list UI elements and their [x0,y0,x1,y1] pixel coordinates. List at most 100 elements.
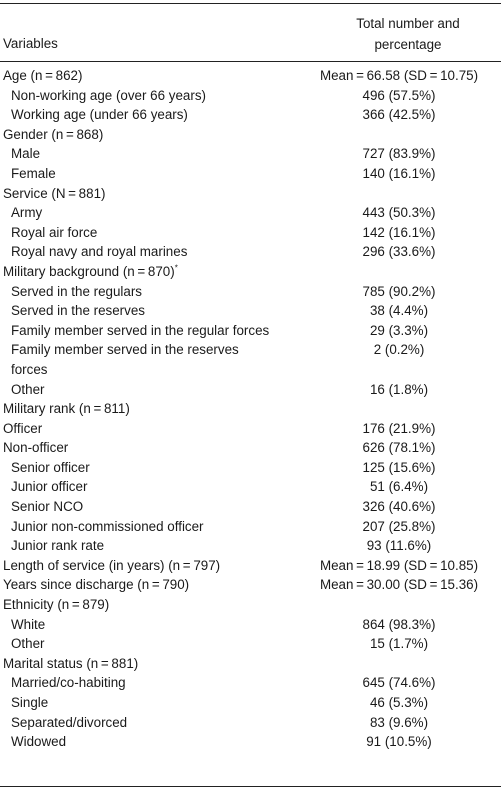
row-label: Non-officer [0,438,290,458]
row-label: Single [0,693,290,713]
row-label-text: Military rank (n = 811) [3,401,130,417]
row-label: Junior rank rate [0,536,290,556]
row-value: 83 (9.6%) [369,714,429,730]
row-label-text: Male [11,146,41,162]
row-label: Widowed [0,732,290,752]
row-value: 496 (57.5%) [362,87,436,103]
row-label-text: Gender (n = 868) [3,126,104,142]
table-row: Gender (n = 868) [0,125,501,145]
row-value: 443 (50.3%) [362,205,436,221]
table-row: Royal air force 142 (16.1%) [0,223,501,243]
row-label-text: Non-working age (over 66 years) [11,87,206,103]
row-label: White [0,615,290,635]
table-row: Separated/divorced 83 (9.6%) [0,713,501,733]
row-label-text: Served in the reserves [11,303,145,319]
row-label-text: Senior officer [11,459,90,475]
table-row: Working age (under 66 years) 366 (42.5%) [0,105,501,125]
row-label-text: Military background (n = 870) [3,263,175,279]
row-value: 326 (40.6%) [362,499,436,515]
row-label-text: Senior NCO [11,499,84,515]
row-label: Other [0,380,290,400]
table-row: Ethnicity (n = 879) [0,595,501,615]
row-value: 207 (25.8%) [362,518,436,534]
row-label: Military rank (n = 811) [0,399,290,419]
row-value: 16 (1.8%) [369,381,429,397]
row-label: Service (N = 881) [0,184,290,204]
row-label: Royal navy and royal marines [0,242,290,262]
table-row: Junior non-commissioned officer 207 (25.8… [0,517,501,537]
table-body: Age (n = 862) Mean = 66.58 (SD = 10.75) No… [0,66,501,752]
row-label: Senior NCO [0,497,290,517]
row-value: Mean = 30.00 (SD = 15.36) [319,577,479,593]
table-row: Senior NCO 326 (40.6%) [0,497,501,517]
row-label-text: Junior non-commissioned officer [11,518,204,534]
table-row: Military rank (n = 811) [0,399,501,419]
row-label-text: Length of service (in years) (n = 797) [3,557,221,573]
row-value: Mean = 18.99 (SD = 10.85) [319,557,479,573]
row-label-text: Junior rank rate [11,538,105,554]
row-value: 38 (4.4%) [369,303,429,319]
row-label-text: Family member served in the regular forc… [11,322,270,338]
row-label: Officer [0,419,290,439]
table-row: Age (n = 862) Mean = 66.58 (SD = 10.75) [0,66,501,86]
table-row: Military background (n = 870)* [0,262,501,282]
row-label: Junior officer [0,477,290,497]
row-label-text: Working age (under 66 years) [11,107,188,123]
row-value: 864 (98.3%) [362,616,436,632]
row-value: 366 (42.5%) [362,107,436,123]
row-label: Length of service (in years) (n = 797) [0,556,290,576]
row-label-text: Served in the regulars [11,283,143,299]
row-label: Married/co-habiting [0,673,290,693]
row-label: Other [0,634,290,654]
row-value: 626 (78.1%) [362,440,436,456]
table-row: Family member served in the regular forc… [0,321,501,341]
row-label: Gender (n = 868) [0,125,290,145]
row-label: Senior officer [0,458,290,478]
row-label-text: Royal air force [11,224,98,240]
row-label-text: White [11,616,46,632]
bottom-rule [0,786,501,787]
row-value: 176 (21.9%) [362,420,436,436]
row-label: Male [0,144,290,164]
table-row: Marital status (n = 881) [0,654,501,674]
row-label-text: Years since discharge (n = 790) [3,577,190,593]
row-label: Age (n = 862) [0,66,290,86]
row-label: Ethnicity (n = 879) [0,595,290,615]
table-row: Male 727 (83.9%) [0,144,501,164]
row-label: Royal air force [0,223,290,243]
row-value: 51 (6.4%) [369,479,429,495]
footnote-marker: * [174,263,178,273]
table-row: Female 140 (16.1%) [0,164,501,184]
table-row: Served in the reserves 38 (4.4%) [0,301,501,321]
row-value: 140 (16.1%) [362,165,436,181]
table-row: Army 443 (50.3%) [0,203,501,223]
table-row: Served in the regulars 785 (90.2%) [0,282,501,302]
row-value: 125 (15.6%) [362,459,436,475]
row-label-text: Army [11,205,43,221]
table-row: White 864 (98.3%) [0,615,501,635]
header-total-line1: Total number and [356,16,460,31]
row-label-text: Female [11,165,56,181]
row-value: 645 (74.6%) [362,675,436,691]
table-row: Royal navy and royal marines 296 (33.6%) [0,242,501,262]
row-value: 15 (1.7%) [369,636,429,652]
row-label-text: Non-officer [3,440,69,456]
row-label-text: Officer [3,420,43,436]
table-row: Junior rank rate 93 (11.6%) [0,536,501,556]
row-label: Family member served in the regular forc… [0,321,275,341]
row-value: 29 (3.3%) [369,322,429,338]
row-value: 785 (90.2%) [362,283,436,299]
row-label-text: Widowed [11,734,67,750]
row-label: Working age (under 66 years) [0,105,290,125]
row-value: 296 (33.6%) [362,244,436,260]
row-value: 2 (0.2%) [373,342,425,358]
row-label: Junior non-commissioned officer [0,517,290,537]
table-row: Service (N = 881) [0,184,501,204]
header-rule [0,61,501,62]
row-label-text: Ethnicity (n = 879) [3,597,110,613]
row-label: Separated/divorced [0,713,290,733]
row-label: Served in the reserves [0,301,290,321]
row-label: Non-working age (over 66 years) [0,86,290,106]
row-label-text: Junior officer [11,479,88,495]
table-row: Non-officer 626 (78.1%) [0,438,501,458]
